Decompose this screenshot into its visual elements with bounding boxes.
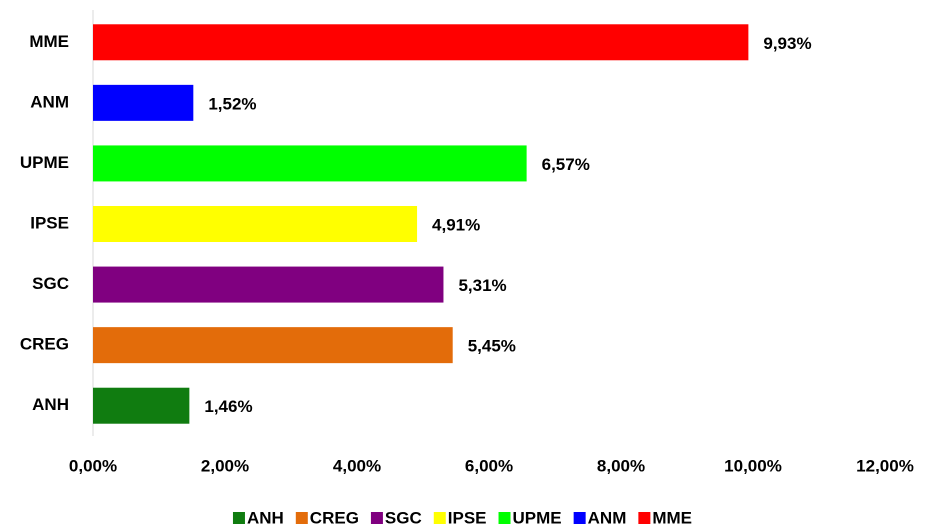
y-tick-label: MME xyxy=(29,32,69,51)
x-tick-label: 10,00% xyxy=(724,456,782,475)
data-label: 4,91% xyxy=(432,215,480,234)
data-label: 1,46% xyxy=(204,397,252,416)
bar xyxy=(93,266,444,303)
bar xyxy=(93,24,749,61)
x-tick-label: 8,00% xyxy=(597,456,645,475)
y-tick-label: IPSE xyxy=(30,213,69,232)
legend-swatch xyxy=(638,512,651,524)
x-tick-label: 0,00% xyxy=(69,456,117,475)
data-label: 9,93% xyxy=(763,34,811,53)
y-tick-label: SGC xyxy=(32,274,69,293)
legend-swatch xyxy=(433,512,446,524)
x-tick-label: 12,00% xyxy=(856,456,914,475)
bar xyxy=(93,327,453,364)
y-tick-label: CREG xyxy=(20,335,69,354)
data-label: 5,45% xyxy=(468,337,516,356)
data-label: 1,52% xyxy=(208,94,256,113)
bar xyxy=(93,84,194,121)
x-tick-label: 2,00% xyxy=(201,456,249,475)
legend-swatch xyxy=(498,512,511,524)
legend-label: IPSE xyxy=(448,508,487,527)
legend-label: ANH xyxy=(247,508,284,527)
bar xyxy=(93,387,190,424)
legend-swatch xyxy=(295,512,308,524)
y-tick-label: ANH xyxy=(32,395,69,414)
legend-label: SGC xyxy=(385,508,422,527)
legend-label: CREG xyxy=(310,508,359,527)
bar xyxy=(93,206,418,242)
y-tick-label: UPME xyxy=(20,153,69,172)
legend-swatch xyxy=(370,512,383,524)
x-tick-label: 4,00% xyxy=(333,456,381,475)
legend-swatch xyxy=(232,512,245,524)
legend-label: MME xyxy=(652,508,692,527)
data-label: 6,57% xyxy=(542,155,590,174)
legend-label: ANM xyxy=(588,508,627,527)
y-tick-label: ANM xyxy=(30,92,69,111)
legend-label: UPME xyxy=(513,508,562,527)
bar xyxy=(93,145,527,182)
data-label: 5,31% xyxy=(458,276,506,295)
legend-swatch xyxy=(573,512,586,524)
x-tick-label: 6,00% xyxy=(465,456,513,475)
